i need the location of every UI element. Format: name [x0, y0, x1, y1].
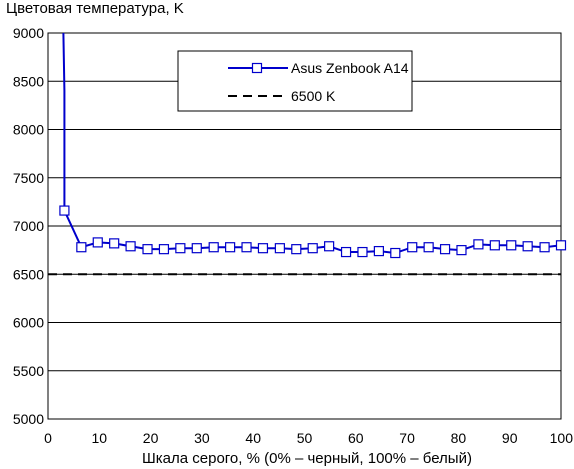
- data-point: [59, 205, 70, 216]
- data-point: [76, 242, 87, 253]
- plot-frame: [47, 32, 562, 420]
- data-point: [522, 241, 533, 252]
- data-point: [539, 242, 550, 253]
- data-point: [191, 243, 202, 254]
- data-point: [158, 244, 170, 255]
- x-tick-30: 30: [194, 430, 210, 446]
- data-point: [208, 242, 219, 253]
- data-point: [423, 242, 434, 253]
- x-tick-60: 60: [348, 430, 364, 446]
- x-tick-0: 0: [44, 430, 52, 446]
- x-tick-10: 10: [92, 430, 108, 446]
- data-point: [489, 240, 500, 251]
- data-point: [506, 240, 517, 251]
- data-point: [439, 244, 451, 255]
- y-tick-9000: 9000: [13, 25, 44, 41]
- x-tick-80: 80: [451, 430, 467, 446]
- y-tick-5000: 5000: [13, 411, 44, 427]
- legend-marker-asus: [251, 62, 263, 74]
- y-tick-7000: 7000: [13, 218, 44, 234]
- legend-label-asus: Asus Zenbook A14: [291, 60, 409, 76]
- y-tick-7500: 7500: [13, 170, 44, 186]
- y-tick-6000: 6000: [13, 315, 44, 331]
- x-tick-90: 90: [502, 430, 518, 446]
- x-axis-label: Шкала серого, % (0% – черный, 100% – бел…: [142, 450, 472, 467]
- data-point: [473, 239, 484, 250]
- data-point: [257, 243, 269, 254]
- legend-label-6500k: 6500 K: [291, 88, 336, 104]
- y-tick-6500: 6500: [13, 266, 44, 282]
- x-tick-labels: 0 10 20 30 40 50 60 70 80 90 100: [44, 430, 573, 446]
- data-point: [340, 246, 352, 258]
- x-tick-40: 40: [245, 430, 261, 446]
- series-asus-zenbook-a14: [59, 32, 567, 259]
- y-tick-8000: 8000: [13, 122, 44, 138]
- y-tick-8500: 8500: [13, 73, 44, 89]
- y-tick-5500: 5500: [13, 363, 44, 379]
- legend: Asus Zenbook A14 6500 K: [177, 50, 413, 112]
- data-point: [390, 247, 401, 259]
- data-point: [125, 241, 136, 252]
- data-point: [92, 237, 103, 248]
- x-tick-20: 20: [143, 430, 159, 446]
- data-point: [225, 242, 236, 253]
- data-point: [324, 241, 335, 252]
- y-tick-labels: 5000 5500 6000 6500 7000 7500 8000 8500 9000: [13, 25, 44, 427]
- y-axis-label: Цветовая температура, K: [6, 0, 184, 17]
- x-tick-100: 100: [550, 430, 574, 446]
- data-point: [109, 238, 120, 249]
- x-tick-70: 70: [399, 430, 415, 446]
- data-point: [241, 242, 252, 253]
- data-point: [407, 242, 418, 253]
- data-point: [456, 245, 467, 256]
- data-point: [307, 243, 318, 254]
- data-point: [291, 244, 302, 255]
- legend-box: [177, 50, 413, 112]
- data-point: [373, 245, 384, 257]
- data-point: [555, 240, 567, 251]
- data-point: [142, 244, 153, 255]
- data-point: [274, 243, 285, 254]
- x-tick-50: 50: [297, 430, 313, 446]
- data-point: [175, 243, 186, 254]
- data-point: [357, 246, 368, 258]
